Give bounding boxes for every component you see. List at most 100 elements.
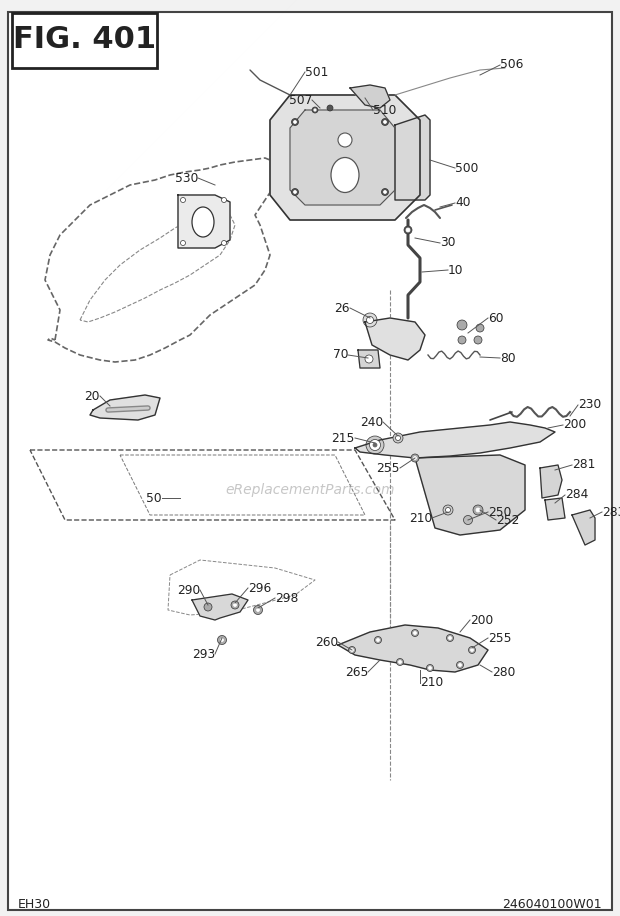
Ellipse shape [411,454,419,462]
Ellipse shape [366,317,373,323]
Text: 500: 500 [455,161,479,175]
Ellipse shape [314,109,316,111]
Ellipse shape [291,189,298,195]
Text: 530: 530 [175,171,198,184]
Ellipse shape [443,505,453,515]
Polygon shape [338,625,488,672]
Ellipse shape [393,433,403,443]
Ellipse shape [404,226,412,234]
Ellipse shape [446,507,451,512]
Ellipse shape [204,603,212,611]
Ellipse shape [384,191,386,193]
Ellipse shape [221,638,223,641]
Ellipse shape [312,107,318,113]
Text: 255: 255 [376,462,400,474]
Polygon shape [415,455,525,535]
Ellipse shape [366,436,384,454]
Ellipse shape [427,664,433,671]
Ellipse shape [399,660,402,663]
Ellipse shape [254,605,262,615]
Text: 284: 284 [565,488,588,501]
Polygon shape [350,85,390,108]
Ellipse shape [293,191,296,193]
Ellipse shape [471,649,474,651]
Ellipse shape [338,133,352,147]
Polygon shape [290,110,395,205]
Polygon shape [358,350,380,368]
Text: 507: 507 [289,93,312,106]
Text: 230: 230 [578,398,601,411]
Ellipse shape [348,647,355,653]
Ellipse shape [365,355,373,363]
Text: 40: 40 [455,197,471,210]
Text: 10: 10 [448,264,464,277]
Ellipse shape [376,638,379,641]
Text: 30: 30 [440,236,456,249]
Ellipse shape [180,241,185,245]
Text: 240: 240 [360,416,383,429]
Ellipse shape [397,659,404,666]
Ellipse shape [293,121,296,124]
Text: 215: 215 [332,431,355,444]
Text: 293: 293 [192,648,215,660]
Ellipse shape [464,516,472,525]
Bar [12,13,157,68]
Ellipse shape [231,601,239,609]
Text: 26: 26 [335,301,350,314]
Text: 200: 200 [563,419,587,431]
Polygon shape [90,395,160,420]
Ellipse shape [221,241,226,245]
Ellipse shape [384,121,386,124]
Ellipse shape [180,198,185,202]
Text: 255: 255 [488,631,511,645]
Ellipse shape [381,118,389,125]
Polygon shape [572,510,595,545]
Ellipse shape [381,189,389,195]
Text: 210: 210 [409,511,432,525]
Ellipse shape [473,505,483,515]
Text: 250: 250 [488,506,511,518]
Ellipse shape [291,118,298,125]
Ellipse shape [192,207,214,237]
Text: 506: 506 [500,59,523,71]
Polygon shape [192,594,248,620]
Polygon shape [545,498,565,520]
Text: 501: 501 [305,66,329,79]
Ellipse shape [476,508,480,512]
Polygon shape [178,195,230,248]
Ellipse shape [363,313,377,327]
Ellipse shape [370,440,381,451]
Ellipse shape [374,637,381,644]
Ellipse shape [221,198,226,202]
Ellipse shape [396,435,401,441]
Ellipse shape [457,320,467,330]
Ellipse shape [234,604,236,606]
Text: 290: 290 [177,583,200,596]
Text: 210: 210 [420,677,443,690]
Ellipse shape [414,631,417,635]
Text: 80: 80 [500,352,516,365]
Ellipse shape [476,324,484,332]
Ellipse shape [218,636,226,645]
Text: FIG. 401: FIG. 401 [14,26,157,54]
Ellipse shape [446,635,453,641]
Ellipse shape [474,336,482,344]
Text: 260: 260 [315,636,338,649]
Text: 246040100W01: 246040100W01 [502,899,602,911]
Text: 298: 298 [275,592,298,605]
Text: 20: 20 [84,389,100,402]
Text: 283: 283 [602,506,620,518]
Ellipse shape [428,667,432,670]
Text: EH30: EH30 [18,899,51,911]
Ellipse shape [257,608,260,612]
Ellipse shape [412,629,418,637]
Ellipse shape [458,336,466,344]
Polygon shape [365,318,425,360]
Ellipse shape [373,443,377,447]
Ellipse shape [331,158,359,192]
Ellipse shape [406,228,410,232]
Text: 280: 280 [492,666,515,679]
Polygon shape [395,115,430,200]
Text: 50: 50 [146,492,162,505]
Ellipse shape [456,661,464,669]
